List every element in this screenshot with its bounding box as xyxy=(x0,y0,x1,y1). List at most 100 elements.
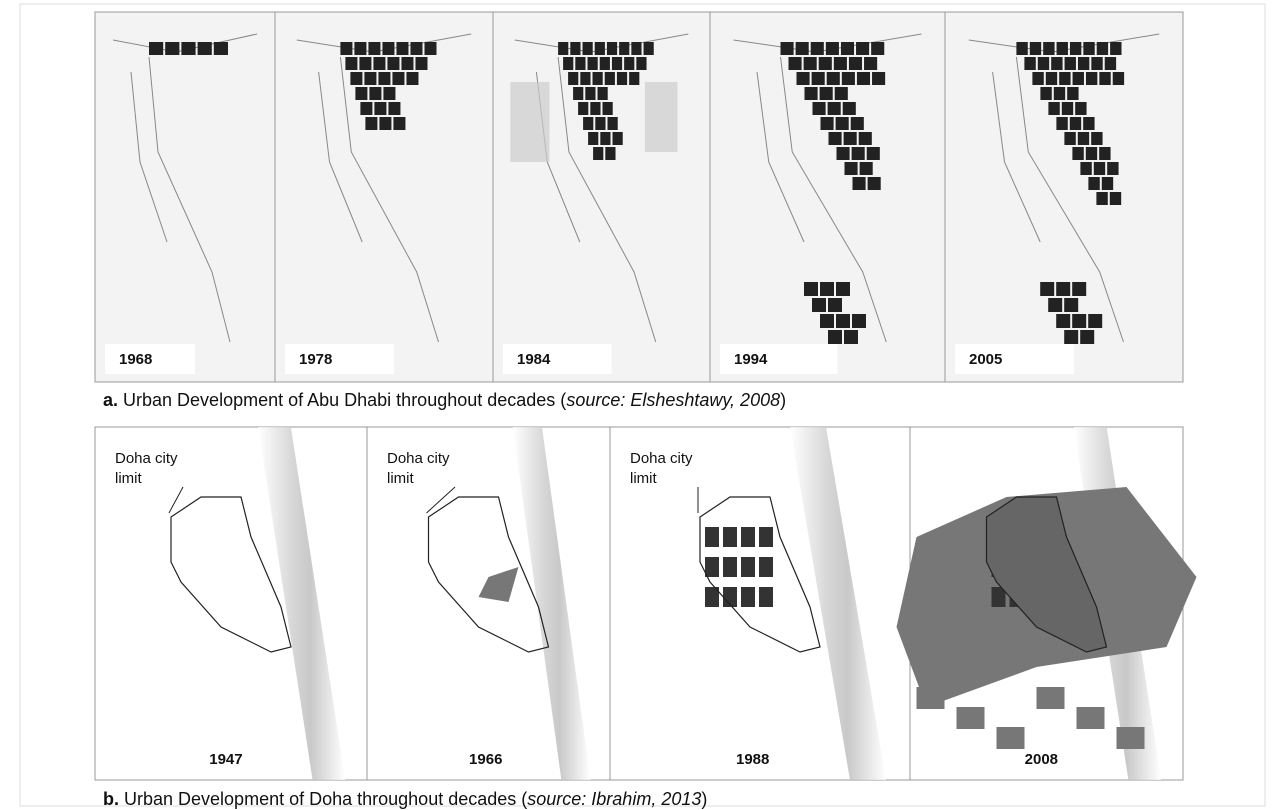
built-area xyxy=(1064,57,1076,70)
built-area xyxy=(1072,314,1087,328)
built-area xyxy=(851,147,865,160)
built-area xyxy=(387,57,400,70)
built-area xyxy=(415,57,428,70)
built-area xyxy=(1075,102,1087,115)
built-area xyxy=(820,117,834,130)
built-area xyxy=(396,42,409,55)
built-area xyxy=(1099,147,1111,160)
built-area xyxy=(1048,298,1063,312)
year-label: 1994 xyxy=(734,351,768,368)
annotation: Doha city xyxy=(115,450,178,467)
year-label: 1978 xyxy=(299,351,332,368)
built-area xyxy=(1043,42,1055,55)
built-area xyxy=(1083,117,1095,130)
year-label: 1947 xyxy=(209,751,242,768)
built-area xyxy=(593,147,604,160)
built-area xyxy=(213,42,228,55)
built-area xyxy=(796,72,810,85)
panel-bg xyxy=(94,11,276,383)
built-area xyxy=(1072,282,1087,296)
built-area xyxy=(1016,42,1028,55)
year-bg xyxy=(955,344,1074,374)
built-area xyxy=(1110,42,1122,55)
map-panel: Doha city limit 1947 xyxy=(94,426,368,781)
year-label: 2008 xyxy=(1025,751,1058,768)
built-area xyxy=(585,87,596,100)
built-area xyxy=(570,42,581,55)
built-area xyxy=(1080,330,1095,344)
built-area xyxy=(345,57,358,70)
built-area xyxy=(602,102,613,115)
urban-core xyxy=(759,527,773,547)
annotation-arrow xyxy=(168,486,184,514)
built-area xyxy=(1083,42,1095,55)
year-bg xyxy=(105,344,195,374)
caption-label: a. xyxy=(103,390,118,410)
map-panel: 2005 xyxy=(944,11,1184,383)
built-area xyxy=(568,72,579,85)
built-area xyxy=(365,117,378,130)
built-area xyxy=(355,87,368,100)
built-area xyxy=(1056,117,1068,130)
sabkha xyxy=(510,82,550,162)
built-area xyxy=(804,282,818,296)
built-area xyxy=(149,42,164,55)
built-area xyxy=(373,57,386,70)
built-area xyxy=(1069,42,1082,55)
built-area xyxy=(811,72,825,85)
built-area xyxy=(1072,72,1084,85)
map-panel: Doha city limit 1966 xyxy=(366,426,611,781)
built-area xyxy=(563,57,574,70)
built-area xyxy=(580,72,591,85)
built-area xyxy=(1077,132,1090,145)
built-area xyxy=(1059,72,1071,85)
built-area xyxy=(406,72,419,85)
built-area xyxy=(1069,117,1082,130)
built-area xyxy=(578,102,589,115)
built-area xyxy=(864,57,878,70)
sea-band xyxy=(790,427,886,780)
built-area xyxy=(1099,72,1111,85)
built-area xyxy=(588,132,599,145)
built-area xyxy=(842,102,856,115)
built-area xyxy=(1101,177,1114,190)
map-panel: 1984 xyxy=(492,11,711,383)
built-area xyxy=(360,102,373,115)
built-area xyxy=(1093,162,1106,175)
built-area xyxy=(624,57,635,70)
built-area xyxy=(872,72,886,85)
caption-text: Urban Development of Abu Dhabi throughou… xyxy=(118,390,566,410)
caption-b: b. Urban Development of Doha throughout … xyxy=(103,789,707,809)
built-area xyxy=(828,298,842,312)
built-area xyxy=(1040,87,1052,100)
built-area xyxy=(856,72,871,85)
built-area xyxy=(597,87,608,100)
built-area xyxy=(866,147,880,160)
built-area xyxy=(165,42,180,55)
built-area xyxy=(795,42,809,55)
urban-core xyxy=(705,587,719,607)
built-area xyxy=(583,117,594,130)
built-area xyxy=(388,102,401,115)
built-area xyxy=(852,177,866,190)
map-panel: 1978 xyxy=(274,11,494,383)
built-area xyxy=(833,57,847,70)
built-area xyxy=(1085,147,1098,160)
built-area xyxy=(844,162,858,175)
built-area xyxy=(1088,177,1100,190)
built-area xyxy=(181,42,196,55)
caption-label: b. xyxy=(103,789,119,809)
built-area xyxy=(1040,282,1055,296)
outer-frame xyxy=(19,3,1266,807)
annotation: limit xyxy=(630,470,657,487)
built-area xyxy=(825,42,839,55)
built-area xyxy=(636,57,647,70)
urban-core xyxy=(759,587,773,607)
urban-patch xyxy=(1076,707,1105,729)
year-label: 1988 xyxy=(736,751,769,768)
built-area xyxy=(374,102,387,115)
built-area xyxy=(1085,72,1098,85)
built-area xyxy=(858,132,872,145)
built-area xyxy=(818,57,832,70)
